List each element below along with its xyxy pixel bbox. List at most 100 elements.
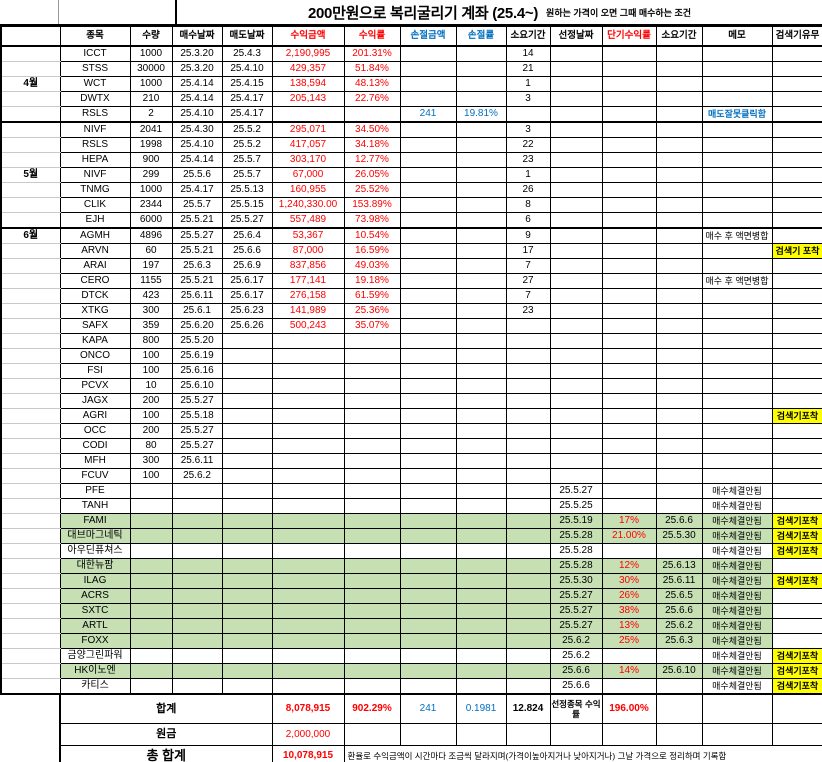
cell-profit_amt[interactable]: 295,071 — [271, 121, 345, 138]
selected-stocks-rate-cell[interactable]: 196.00% — [601, 693, 657, 724]
cell-loss_rate[interactable] — [455, 76, 507, 92]
cell-qty[interactable]: 210 — [129, 91, 173, 107]
cell-stock[interactable]: CERO — [59, 273, 131, 289]
cell-profit_amt[interactable]: 138,594 — [271, 76, 345, 92]
cell-qty[interactable] — [129, 573, 173, 589]
cell-sell[interactable]: 25.6.17 — [221, 273, 273, 289]
col-header-flag[interactable]: 검색기유무 — [771, 26, 822, 47]
cell-short_rate[interactable] — [601, 227, 657, 244]
cell-profit_rate[interactable]: 35.07% — [343, 318, 401, 334]
cell-stock[interactable]: MFH — [59, 453, 131, 469]
cell-dur1[interactable]: 21 — [505, 61, 551, 77]
cell-short_rate[interactable] — [601, 678, 657, 695]
cell-sel_date[interactable]: 25.5.28 — [549, 528, 603, 544]
cell-stock[interactable]: NIVF — [59, 167, 131, 183]
cell-loss_amt[interactable] — [399, 167, 457, 183]
cell-profit_rate[interactable]: 153.89% — [343, 197, 401, 213]
cell-loss_rate[interactable] — [455, 212, 507, 229]
cell-dur2[interactable]: 25.6.5 — [655, 588, 703, 604]
cell-short_rate[interactable] — [601, 363, 657, 379]
cell-dur1[interactable] — [505, 618, 551, 634]
cell-loss_amt[interactable] — [399, 438, 457, 454]
cell-profit_rate[interactable]: 10.54% — [343, 227, 401, 244]
cell-stock[interactable]: ARVN — [59, 243, 131, 259]
cell-short_rate[interactable] — [601, 393, 657, 409]
cell-dur1[interactable] — [505, 648, 551, 664]
cell-profit_amt[interactable] — [271, 333, 345, 349]
cell-memo[interactable] — [701, 363, 773, 379]
cell-qty[interactable] — [129, 663, 173, 679]
cell-sel_date[interactable] — [549, 45, 603, 62]
cell-loss_rate[interactable] — [455, 318, 507, 334]
cell-sell[interactable]: 25.5.27 — [221, 212, 273, 229]
cell-memo[interactable] — [701, 182, 773, 198]
cell-month[interactable] — [0, 588, 61, 604]
exchange-rate-note[interactable]: 환율로 수익금액이 시간마다 조금씩 달라지며(가격이높아지거나 낮아지거나) … — [343, 745, 822, 762]
cell-month[interactable] — [0, 106, 61, 123]
cell-short_rate[interactable]: 17% — [601, 513, 657, 529]
cell-memo[interactable] — [701, 167, 773, 183]
cell-stock[interactable]: 카티스 — [59, 678, 131, 695]
cell-month[interactable] — [0, 363, 61, 379]
cell-stock[interactable]: JAGX — [59, 393, 131, 409]
cell-dur2[interactable] — [655, 197, 703, 213]
cell-sel_date[interactable]: 25.5.27 — [549, 618, 603, 634]
cell-sell[interactable] — [221, 588, 273, 604]
cell-dur1[interactable] — [505, 603, 551, 619]
cell-buy[interactable]: 25.5.21 — [171, 243, 223, 259]
empty-cell[interactable] — [701, 723, 773, 746]
cell-memo[interactable]: 매수체결안됨 — [701, 543, 773, 559]
cell-profit_amt[interactable]: 429,357 — [271, 61, 345, 77]
cell-loss_rate[interactable] — [455, 273, 507, 289]
cell-flag[interactable] — [771, 45, 822, 62]
cell-memo[interactable] — [701, 197, 773, 213]
cell-flag[interactable] — [771, 363, 822, 379]
cell-dur1[interactable] — [505, 363, 551, 379]
cell-loss_rate[interactable] — [455, 378, 507, 394]
cell-sel_date[interactable]: 25.5.30 — [549, 573, 603, 589]
cell-dur1[interactable]: 1 — [505, 167, 551, 183]
cell-profit_amt[interactable]: 1,240,330.00 — [271, 197, 345, 213]
cell-loss_amt[interactable] — [399, 633, 457, 649]
col-header-stock[interactable]: 종목 — [59, 26, 131, 47]
cell-loss_amt[interactable] — [399, 76, 457, 92]
cell-short_rate[interactable] — [601, 483, 657, 499]
total-loss-cell[interactable]: 241 — [399, 693, 457, 724]
cell-loss_amt[interactable] — [399, 348, 457, 364]
cell-qty[interactable] — [129, 618, 173, 634]
cell-sel_date[interactable]: 25.6.2 — [549, 648, 603, 664]
cell-dur2[interactable] — [655, 243, 703, 259]
cell-profit_amt[interactable]: 177,141 — [271, 273, 345, 289]
cell-memo[interactable]: 매수체결안됨 — [701, 513, 773, 529]
cell-qty[interactable]: 10 — [129, 378, 173, 394]
col-header-loss_amt[interactable]: 손절금액 — [399, 26, 457, 47]
cell-loss_amt[interactable] — [399, 137, 457, 153]
cell-dur2[interactable] — [655, 543, 703, 559]
cell-sel_date[interactable] — [549, 258, 603, 274]
cell-qty[interactable]: 80 — [129, 438, 173, 454]
cell-month[interactable] — [0, 558, 61, 574]
cell-short_rate[interactable] — [601, 137, 657, 153]
empty-cell[interactable] — [505, 723, 551, 746]
cell-short_rate[interactable] — [601, 348, 657, 364]
cell-memo[interactable] — [701, 393, 773, 409]
cell-profit_rate[interactable] — [343, 423, 401, 439]
cell-sel_date[interactable] — [549, 212, 603, 229]
cell-flag[interactable] — [771, 603, 822, 619]
cell-memo[interactable]: 매수체결안됨 — [701, 648, 773, 664]
cell-qty[interactable]: 30000 — [129, 61, 173, 77]
cell-dur2[interactable] — [655, 288, 703, 304]
cell-dur2[interactable] — [655, 91, 703, 107]
cell-buy[interactable]: 25.5.6 — [171, 167, 223, 183]
cell-flag[interactable]: 검색기포착 — [771, 663, 822, 679]
cell-stock[interactable]: HK이노엔 — [59, 663, 131, 679]
cell-dur2[interactable] — [655, 408, 703, 424]
cell-sell[interactable]: 25.6.9 — [221, 258, 273, 274]
cell-month[interactable] — [0, 393, 61, 409]
cell-buy[interactable]: 25.6.2 — [171, 468, 223, 484]
cell-loss_amt[interactable] — [399, 303, 457, 319]
empty-cell[interactable] — [771, 693, 822, 724]
cell-memo[interactable] — [701, 288, 773, 304]
title-cell[interactable]: 200만원으로 복리굴리기 계좌 (25.4~) 원하는 가격이 오면 그때 매… — [177, 0, 822, 24]
cell-sell[interactable] — [221, 378, 273, 394]
